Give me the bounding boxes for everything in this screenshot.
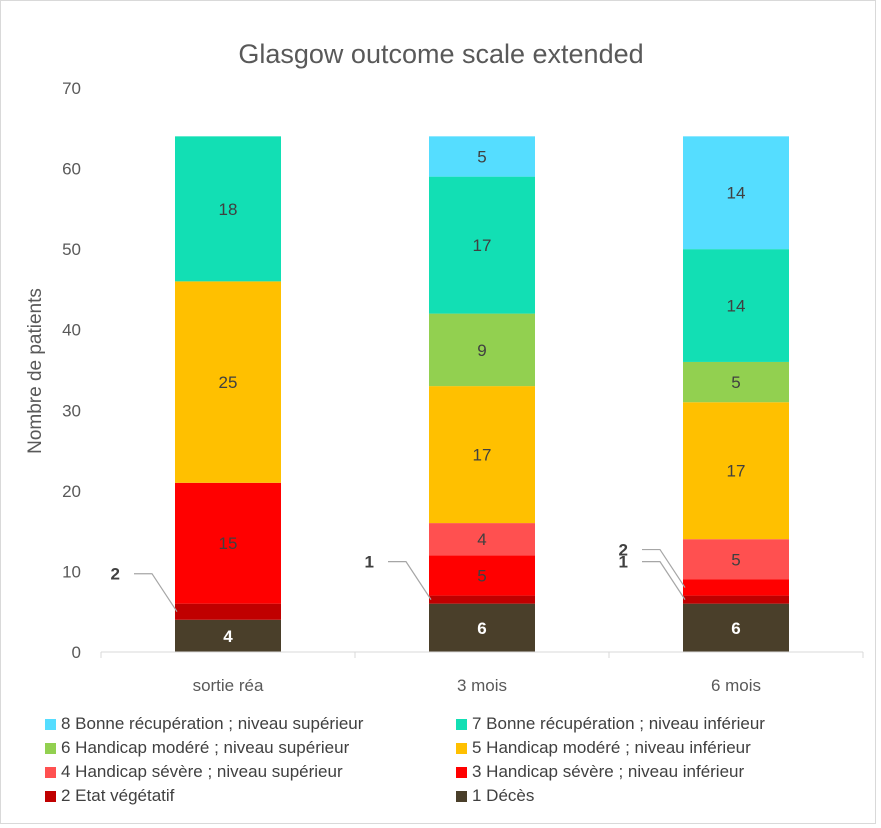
bar-segment <box>683 539 789 580</box>
data-label: 4 <box>223 627 233 646</box>
y-axis: 0 10 20 30 40 50 60 70 <box>62 79 81 662</box>
data-label: 25 <box>219 373 238 392</box>
x-tick-label: sortie réa <box>193 676 264 695</box>
data-label: 17 <box>473 446 492 465</box>
legend-label: 7 Bonne récupération ; niveau inférieur <box>472 714 765 733</box>
bar-segment <box>683 402 789 540</box>
x-axis: sortie réa 3 mois 6 mois <box>100 651 864 695</box>
legend-item: 6 Handicap modéré ; niveau supérieur <box>45 737 349 759</box>
data-label: 2 <box>111 565 120 584</box>
legend-item: 7 Bonne récupération ; niveau inférieur <box>456 713 765 735</box>
data-label: 14 <box>727 297 746 316</box>
legend-item: 4 Handicap sévère ; niveau supérieur <box>45 761 343 783</box>
bar-segment <box>429 603 535 652</box>
data-label: 4 <box>477 530 486 549</box>
legend-item: 3 Handicap sévère ; niveau inférieur <box>456 761 744 783</box>
bar-segment <box>429 313 535 387</box>
bar-segment <box>175 603 281 620</box>
chart-title: Glasgow outcome scale extended <box>238 39 643 69</box>
legend-label: 2 Etat végétatif <box>61 786 175 805</box>
legend-item: 5 Handicap modéré ; niveau inférieur <box>456 737 751 759</box>
data-label: 5 <box>731 550 740 569</box>
y-tick-label: 0 <box>72 643 81 662</box>
legend-label: 5 Handicap modéré ; niveau inférieur <box>472 738 751 757</box>
data-label: 5 <box>477 147 486 166</box>
legend-swatch <box>456 742 467 754</box>
bar-segment <box>683 136 789 250</box>
data-label: 17 <box>727 462 746 481</box>
bar-segment <box>683 579 789 596</box>
legend-label: 6 Handicap modéré ; niveau supérieur <box>61 738 350 757</box>
bar-segment <box>429 595 535 604</box>
legend-item: 1 Décès <box>456 785 534 807</box>
data-label: 1 <box>619 553 628 572</box>
legend-label: 3 Handicap sévère ; niveau inférieur <box>472 762 745 781</box>
data-label: 9 <box>477 341 486 360</box>
callout-line <box>642 561 686 600</box>
callout-line <box>388 561 432 600</box>
data-label: 6 <box>477 619 486 638</box>
bar-segment <box>429 555 535 596</box>
bar-segment <box>175 281 281 483</box>
data-label: 17 <box>473 236 492 255</box>
bar-segment <box>683 361 789 403</box>
data-label: 14 <box>727 184 746 203</box>
bar-segment <box>429 523 535 556</box>
legend-label: 8 Bonne récupération ; niveau supérieur <box>61 714 364 733</box>
data-label: 5 <box>477 566 486 585</box>
callout-line <box>134 573 178 613</box>
y-tick-label: 30 <box>62 401 81 420</box>
data-label: 15 <box>219 534 238 553</box>
legend-swatch <box>456 718 467 730</box>
data-label: 6 <box>731 619 740 638</box>
legend-swatch <box>456 766 467 778</box>
legend-label: 4 Handicap sévère ; niveau supérieur <box>61 762 343 781</box>
legend-label: 1 Décès <box>472 786 535 805</box>
data-label: 2 <box>619 541 628 560</box>
legend-swatch <box>45 718 56 730</box>
bar-segment <box>429 386 535 524</box>
bar-segment <box>683 595 789 604</box>
data-label: 1 <box>365 553 374 572</box>
stacked-bar-chart: Glasgow outcome scale extended Nombre de… <box>25 39 864 695</box>
bar-segment <box>175 482 281 604</box>
x-tick-label: 6 mois <box>711 676 761 695</box>
y-tick-label: 50 <box>62 240 81 259</box>
y-tick-label: 40 <box>62 321 81 340</box>
bar-segment <box>429 136 535 177</box>
legend-swatch <box>45 766 56 778</box>
x-tick-label: 3 mois <box>457 676 507 695</box>
y-tick-label: 70 <box>62 79 81 98</box>
data-label: 18 <box>219 200 238 219</box>
legend-item: 8 Bonne récupération ; niveau supérieur <box>45 713 363 735</box>
bar-segment <box>175 619 281 652</box>
y-axis-label: Nombre de patients <box>25 288 46 454</box>
callout-line <box>642 548 686 588</box>
legend-swatch <box>45 742 56 754</box>
y-tick-label: 60 <box>62 160 81 179</box>
bars <box>175 136 789 652</box>
legend-swatch <box>45 790 56 802</box>
legend-swatch <box>456 790 467 802</box>
bar-segment <box>683 603 789 652</box>
y-tick-label: 10 <box>62 562 81 581</box>
legend-item: 2 Etat végétatif <box>45 785 174 807</box>
y-tick-label: 20 <box>62 482 81 501</box>
data-label: 5 <box>731 373 740 392</box>
bar-segment <box>683 249 789 362</box>
bar-segment <box>429 176 535 314</box>
bar-segment <box>175 136 281 282</box>
